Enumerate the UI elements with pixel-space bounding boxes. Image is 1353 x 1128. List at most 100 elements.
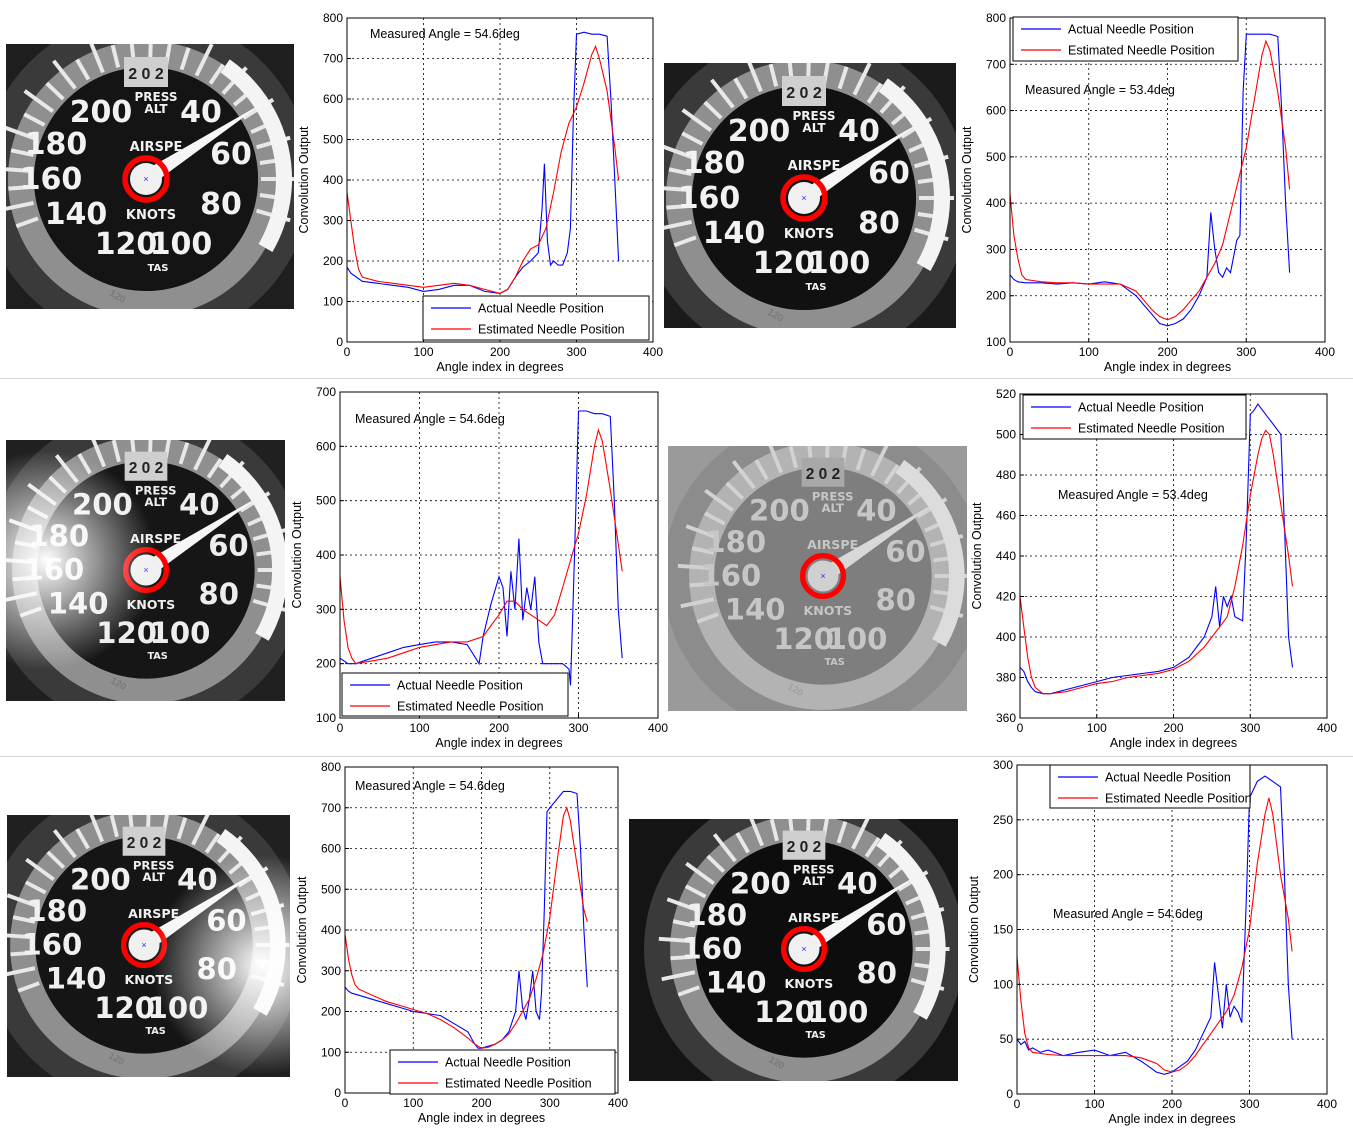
series-line-estimated bbox=[1016, 797, 1293, 1073]
gauge-image-2: 2 0 2 PRESS ALT 200 180 160 140 40 60 80 120 100 AIR… bbox=[664, 63, 956, 328]
y-tick-label: 400 bbox=[316, 548, 336, 562]
y-tick-label: 200 bbox=[316, 657, 336, 671]
y-tick-label: 200 bbox=[321, 1005, 341, 1019]
gauge-number-80: 80 bbox=[857, 956, 898, 990]
legend-entry: Estimated Needle Position bbox=[1068, 44, 1215, 58]
y-tick-label: 500 bbox=[996, 428, 1016, 442]
gauge-number-180: 180 bbox=[686, 898, 747, 932]
x-tick-label: 0 bbox=[342, 1096, 349, 1110]
gauge-knots-label: KNOTS bbox=[126, 208, 176, 223]
y-axis-label: Convolution Output bbox=[967, 875, 981, 983]
gauge-number-200: 200 bbox=[749, 494, 810, 528]
gauge-tick bbox=[712, 833, 737, 863]
gauge-tick bbox=[7, 966, 36, 977]
gauge-hub bbox=[130, 163, 162, 195]
gauge-tick bbox=[768, 63, 779, 87]
convolution-chart-5: 0 100 200 300 400 0 100 200 300 400 500 600 700 800 An… bbox=[295, 760, 628, 1125]
gauge-tick bbox=[111, 440, 121, 463]
gauge-tick bbox=[689, 581, 712, 588]
gauge-tick bbox=[733, 77, 749, 100]
y-tick-label: 800 bbox=[321, 760, 341, 774]
gauge-press-label: PRESS bbox=[133, 858, 175, 872]
gauge-tas-label: TAS bbox=[824, 657, 844, 668]
gauge-number-160: 160 bbox=[678, 181, 741, 216]
y-tick-label: 300 bbox=[323, 214, 343, 228]
gauge-tick bbox=[23, 112, 46, 127]
gauge-counter-window bbox=[122, 826, 166, 856]
x-tick-label: 300 bbox=[568, 721, 588, 735]
y-tick-label: 420 bbox=[996, 590, 1016, 604]
gauge-tick bbox=[883, 463, 900, 485]
gauge-tick bbox=[91, 440, 107, 468]
gauge-tick bbox=[866, 82, 883, 104]
gauge-number-60: 60 bbox=[868, 156, 910, 191]
y-tick-label: 700 bbox=[323, 52, 343, 66]
y-tick-label: 50 bbox=[1000, 1032, 1014, 1046]
y-tick-label: 100 bbox=[323, 295, 343, 309]
gauge-tick bbox=[664, 186, 690, 192]
y-tick-label: 300 bbox=[316, 602, 336, 616]
legend-entry: Estimated Needle Position bbox=[1105, 792, 1252, 806]
gauge-image-4: 2 0 2 PRESS ALT 200 180 160 140 40 60 80 120 100 AIR… bbox=[668, 446, 967, 711]
gauge-alt-label: ALT bbox=[802, 121, 826, 135]
gauge-tick bbox=[769, 819, 779, 842]
gauge-counter-window bbox=[124, 451, 168, 481]
gauge-number-160: 160 bbox=[21, 928, 82, 962]
gauge-hub bbox=[788, 933, 820, 965]
x-tick-label: 400 bbox=[1315, 345, 1335, 359]
gauge-number-100: 100 bbox=[808, 246, 871, 281]
gauge-number-120: 120 bbox=[95, 227, 158, 262]
gauge-number-120: 120 bbox=[773, 622, 834, 656]
x-tick-label: 200 bbox=[1162, 1097, 1182, 1111]
gauge-tick bbox=[7, 933, 33, 940]
series-line-estimated bbox=[1019, 429, 1294, 695]
gauge-tick bbox=[864, 836, 881, 858]
gauge-tick bbox=[666, 897, 700, 913]
legend-entry: Actual Needle Position bbox=[478, 302, 604, 316]
gauge-arc-marker bbox=[218, 453, 285, 641]
gauge-tas-label: TAS bbox=[147, 651, 167, 662]
gauge-airspeed-label: AIRSPE bbox=[807, 537, 858, 552]
gauge-tick bbox=[23, 89, 55, 114]
gauge-number-80: 80 bbox=[200, 187, 242, 222]
gauge-counter: 2 0 2 bbox=[127, 835, 162, 852]
series-line-estimated bbox=[344, 806, 588, 1049]
gauge-tick bbox=[668, 167, 692, 177]
x-tick-label: 0 bbox=[344, 345, 351, 359]
gauge-press-label: PRESS bbox=[793, 109, 836, 123]
gauge-arc-marker bbox=[895, 459, 965, 647]
y-tick-label: 100 bbox=[316, 711, 336, 725]
gauge-number-200: 200 bbox=[70, 95, 133, 130]
gauge-tick bbox=[754, 459, 769, 481]
gauge-airspeed-label: AIRSPE bbox=[130, 140, 183, 155]
y-tick-label: 700 bbox=[986, 57, 1006, 71]
legend-entry: Estimated Needle Position bbox=[397, 700, 544, 714]
series-line-actual bbox=[344, 790, 588, 1049]
gauge-tick bbox=[12, 915, 36, 924]
gauge-counter-window bbox=[801, 457, 845, 487]
x-tick-label: 400 bbox=[648, 721, 668, 735]
x-tick-label: 200 bbox=[1157, 345, 1177, 359]
gauge-tick bbox=[52, 59, 77, 90]
y-axis-label: Convolution Output bbox=[297, 126, 311, 234]
y-tick-label: 500 bbox=[321, 882, 341, 896]
legend-entry: Actual Needle Position bbox=[1105, 771, 1231, 785]
x-tick-label: 0 bbox=[1007, 345, 1014, 359]
gauge-tick bbox=[204, 832, 221, 854]
gauge-number-180: 180 bbox=[683, 146, 746, 181]
gauge-number-60: 60 bbox=[210, 137, 252, 172]
gauge-number-40: 40 bbox=[179, 488, 220, 522]
x-axis-label: Angle index in degrees bbox=[1108, 1112, 1235, 1126]
gauge-number-40: 40 bbox=[837, 867, 878, 901]
x-tick-label: 300 bbox=[540, 1096, 560, 1110]
series-line-actual bbox=[339, 410, 623, 686]
gauge-number-200: 200 bbox=[728, 114, 791, 149]
gauge-tick bbox=[10, 148, 34, 158]
detected-center-circle bbox=[780, 174, 828, 222]
gauge-number-160: 160 bbox=[20, 162, 83, 197]
gauge-number-180: 180 bbox=[25, 127, 88, 162]
gauge-number-140: 140 bbox=[703, 216, 766, 251]
gauge-number-60: 60 bbox=[208, 528, 249, 562]
